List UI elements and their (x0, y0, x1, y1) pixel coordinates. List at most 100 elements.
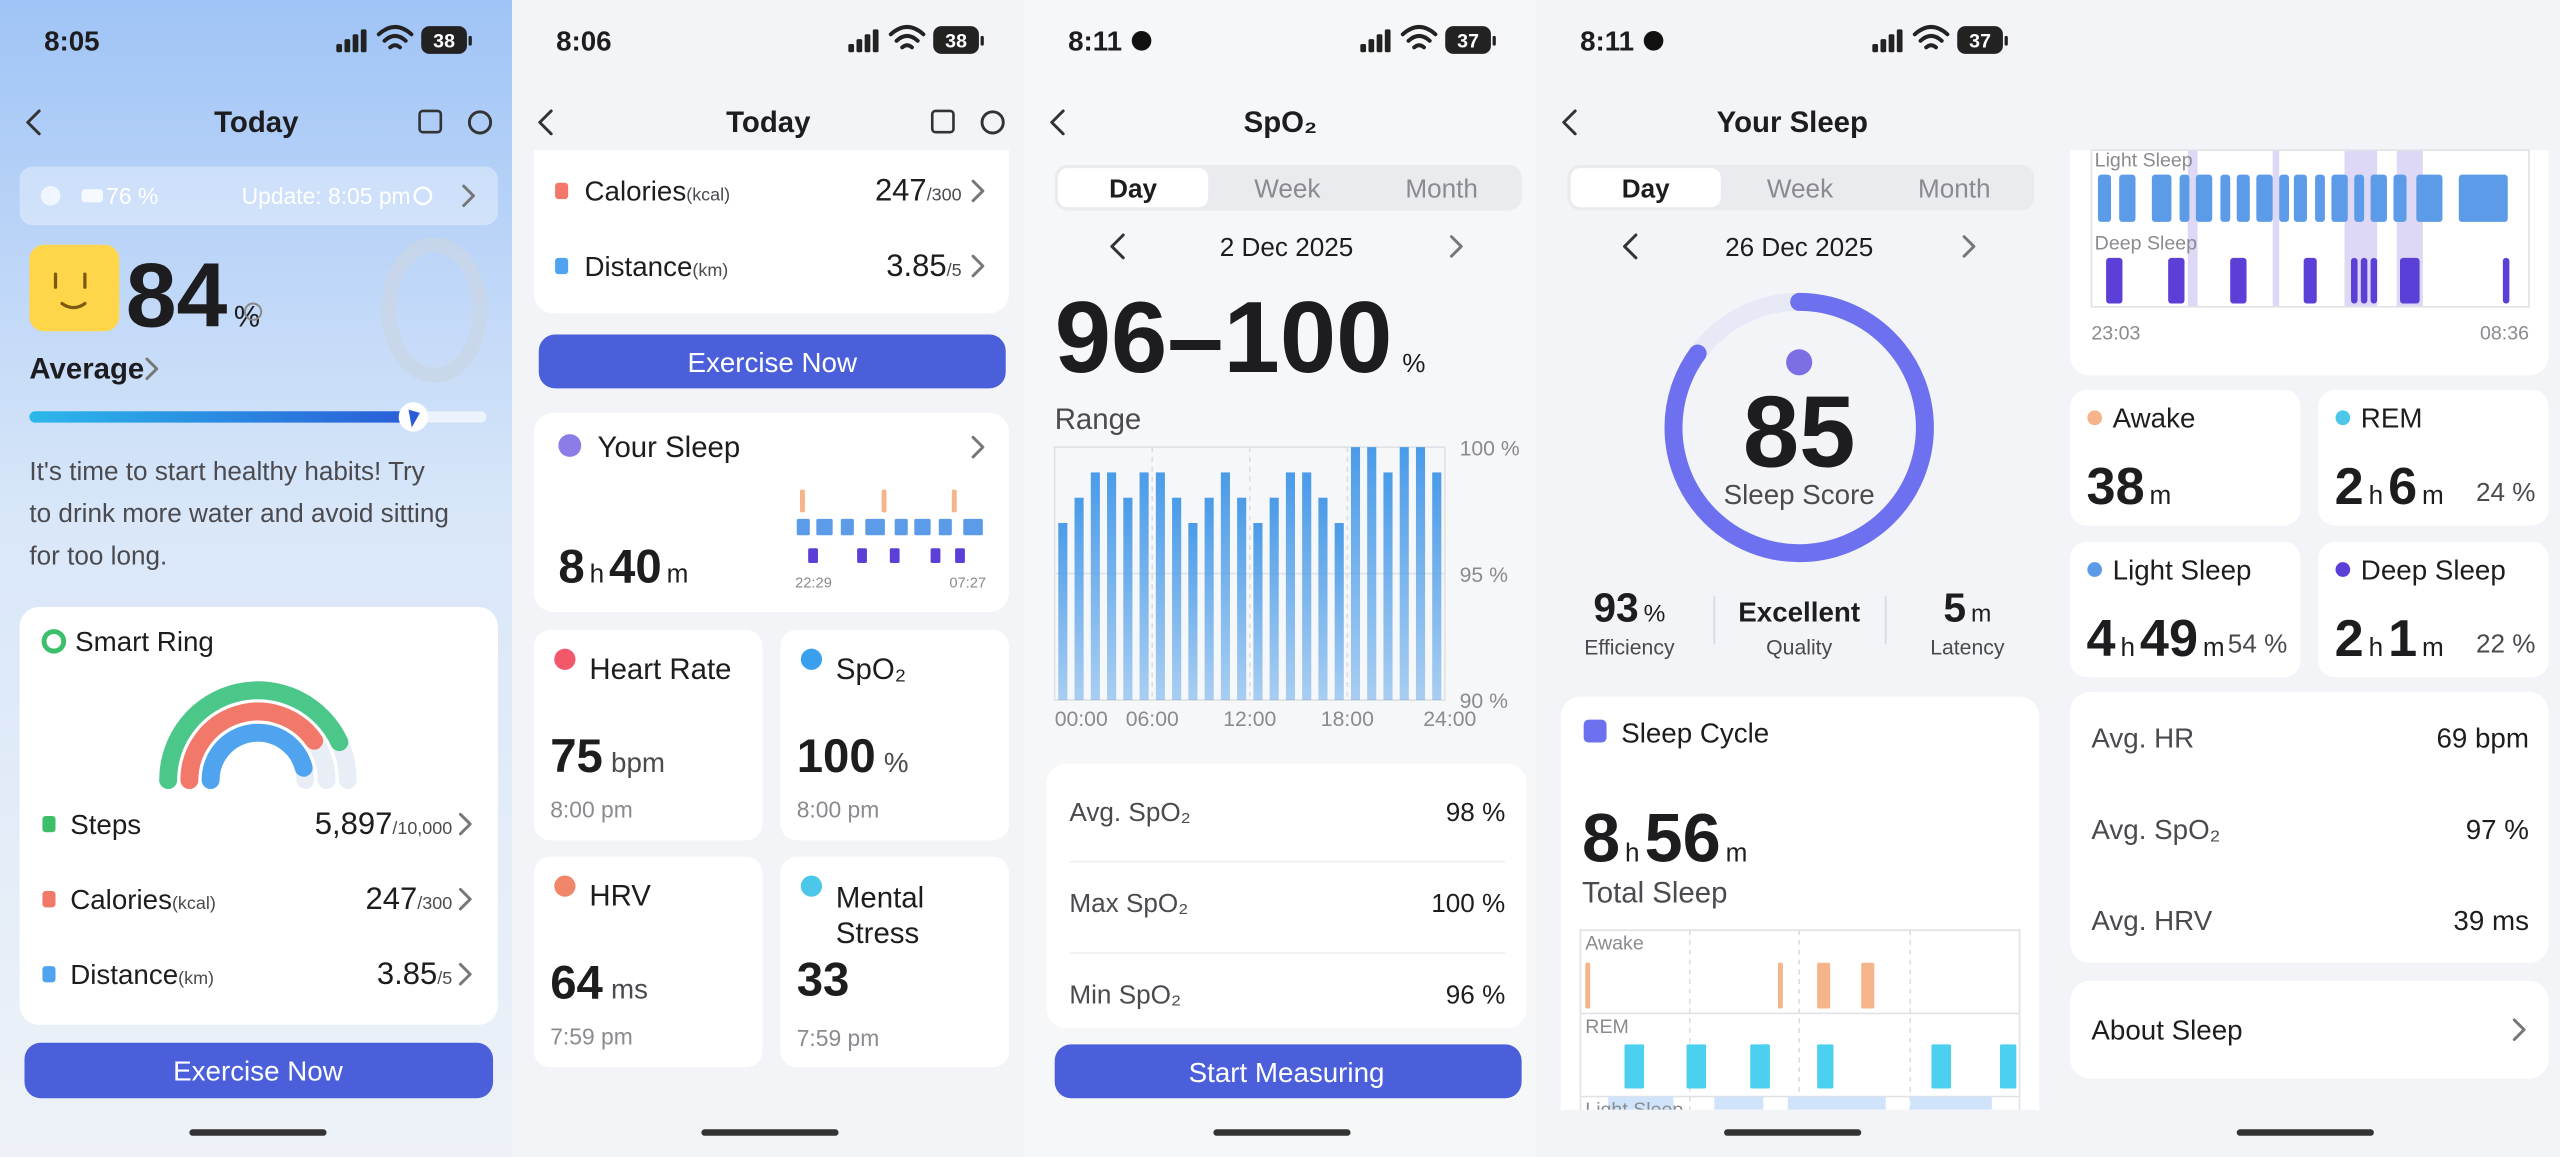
home-indicator (189, 1129, 327, 1136)
home-indicator (1724, 1129, 1862, 1136)
tile (2318, 390, 2549, 526)
x-tick-label-part: 06:00 (1126, 708, 1179, 731)
stage-block (2230, 257, 2247, 304)
slider-fill (29, 411, 414, 423)
face-features (53, 272, 87, 310)
date: 26 Dec 2025 (1725, 232, 1873, 262)
stage-block (2458, 174, 2508, 222)
tab[interactable]: Month (1918, 173, 1991, 203)
bar (1383, 472, 1393, 701)
row-value: 3.85/5 (377, 956, 452, 991)
metric-label: Quality (1766, 636, 1832, 659)
health-score-part: 84 (126, 244, 228, 346)
status-time: 8:06 (556, 26, 612, 57)
button-label-part: Start Measuring (1189, 1057, 1385, 1088)
bar (1415, 447, 1426, 701)
sleep-block (930, 548, 941, 563)
button[interactable] (1054, 1044, 1522, 1099)
tile-time-part: 7:59 pm (797, 1025, 880, 1051)
battery-nub (468, 35, 472, 46)
range-label-part: Range (1055, 403, 1142, 436)
header-title-part: Today (726, 106, 811, 139)
tab[interactable]: Day (1109, 173, 1157, 203)
tile-value-part: 75 (550, 730, 603, 783)
sleep-block (938, 518, 952, 536)
signal-bar (1384, 29, 1391, 53)
x-tick-label: 24:00 (1423, 708, 1476, 731)
message-line-part: for too long. (29, 541, 167, 571)
tile-title: Mental (836, 881, 924, 914)
row-icon (555, 182, 569, 200)
duration-part: 40 (609, 541, 662, 594)
tile-value: 100% (797, 730, 909, 783)
bar (1074, 497, 1084, 701)
signal-bar (848, 44, 855, 53)
tab-part: Day (1622, 173, 1670, 203)
goal-arc (159, 681, 349, 790)
cycle-icon (1583, 719, 1607, 743)
tile-value: 75 bpm (550, 730, 665, 783)
tile-icon (800, 648, 823, 670)
card-title-part: Smart Ring (75, 626, 214, 657)
battery-icon (1957, 26, 2003, 54)
tile-title-part: Mental (836, 881, 924, 914)
stage-block (2360, 257, 2368, 304)
stage-block (1761, 1044, 1770, 1089)
home-indicator (701, 1129, 839, 1136)
button-label-part: Exercise Now (173, 1055, 344, 1086)
bar (1237, 497, 1247, 701)
row-icon (42, 891, 56, 908)
status-time: 8:05 (44, 26, 100, 57)
avg-label: Avg. SpO₂ (2091, 814, 2220, 845)
stage-block (2220, 174, 2231, 222)
axis-label: 07:27 (949, 575, 986, 591)
axis-label: 23:03 (2091, 322, 2140, 344)
stage-label: Deep Sleep (2095, 233, 2197, 255)
stat-value-part: 96 % (1446, 980, 1506, 1010)
tile-title-part: Heart Rate (589, 653, 731, 686)
bar (1399, 447, 1409, 701)
row-value-part: 5,897 (315, 806, 393, 841)
tab[interactable]: Day (1622, 173, 1670, 203)
button-label: Exercise Now (687, 347, 858, 378)
stage-duration-part: 4 (2087, 610, 2116, 668)
stage-block (2331, 174, 2348, 222)
about-label[interactable]: About Sleep (2091, 1015, 2242, 1046)
stage-percent-part: 22 % (2476, 629, 2536, 659)
header-title: Today (214, 106, 299, 139)
battery-level: 37 (1457, 30, 1479, 52)
bar (1334, 523, 1344, 701)
chevron (1110, 233, 1125, 260)
goal-arc (180, 702, 324, 790)
tab[interactable]: Month (1405, 173, 1478, 203)
avg-value-part: 69 bpm (2436, 722, 2529, 753)
tab-part: Month (1405, 173, 1478, 203)
button[interactable] (538, 334, 1006, 389)
label-part: Average (29, 353, 144, 386)
tile-icon (554, 875, 576, 897)
row-label-part: (kcal) (172, 893, 216, 913)
y-tick-label-part: 100 % (1460, 437, 1520, 460)
y-tick-label-part: 90 % (1460, 690, 1508, 713)
row-label-part: Distance (70, 959, 178, 990)
chevron (971, 254, 985, 278)
stage-block (2151, 174, 2172, 222)
stage-percent-part: 54 % (2228, 629, 2288, 659)
metric-value-part: 5 (1943, 585, 1966, 631)
tab-part: Day (1109, 173, 1157, 203)
tab[interactable]: Week (1767, 173, 1834, 203)
range-label: Range (1055, 403, 1142, 436)
tab[interactable]: Week (1254, 173, 1321, 203)
battery-small (81, 189, 103, 203)
stage-block (1714, 1096, 1764, 1110)
stage-name: Light Sleep (2113, 554, 2252, 585)
status-dot (1643, 31, 1664, 51)
about-card (2070, 980, 2549, 1079)
stage-duration-part: m (2150, 480, 2172, 510)
button[interactable] (24, 1042, 494, 1099)
signal-bar (336, 44, 343, 53)
sleep-block (865, 518, 885, 536)
stage-block (2097, 174, 2112, 222)
bar (1318, 497, 1328, 701)
